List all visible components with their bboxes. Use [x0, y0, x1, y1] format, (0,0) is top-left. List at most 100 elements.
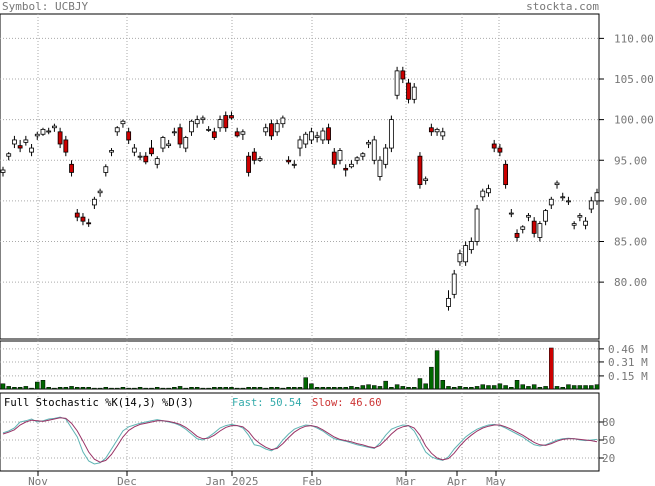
- volume-bar: [372, 385, 377, 390]
- candle-body: [143, 155, 149, 163]
- x-tick-label: Feb: [302, 475, 322, 486]
- volume-bar: [349, 386, 354, 390]
- volume-bar: [297, 387, 303, 390]
- candle-body: [371, 139, 377, 161]
- x-tick-label: Apr: [447, 475, 467, 486]
- candle: [63, 135, 69, 157]
- candle-body: [349, 163, 354, 168]
- candle-body: [171, 131, 177, 134]
- volume-bar: [57, 387, 63, 390]
- candle: [257, 156, 263, 162]
- volume-bar: [320, 387, 326, 390]
- volume-bar: [269, 387, 274, 390]
- candle: [331, 148, 337, 169]
- volume-bar: [75, 387, 80, 390]
- candle-body: [257, 158, 263, 161]
- candle-body: [246, 155, 251, 173]
- candle: [189, 119, 194, 136]
- candle: [183, 135, 189, 153]
- candle-body: [114, 127, 120, 133]
- candle-body: [491, 143, 497, 149]
- volume-bar: [154, 387, 160, 390]
- volume-bar: [389, 387, 394, 390]
- volume-bar: [343, 387, 348, 390]
- candle-body: [520, 226, 526, 230]
- volume-bar: [286, 387, 291, 390]
- candle: [131, 144, 137, 157]
- candle: [423, 176, 429, 185]
- candle-body: [366, 141, 371, 145]
- candle-body: [314, 135, 320, 138]
- volume-bar: [457, 386, 463, 390]
- candle: [206, 126, 212, 132]
- candle-body: [486, 188, 491, 194]
- candle-body: [309, 131, 314, 141]
- candle: [343, 164, 349, 177]
- candle: [514, 229, 520, 242]
- candle: [263, 123, 269, 136]
- volume-bar: [411, 387, 417, 390]
- price-tick-label: 105.00: [614, 73, 654, 86]
- candle-body: [97, 190, 103, 194]
- x-tick-label: Jan 2025: [206, 475, 259, 486]
- candle-body: [206, 128, 212, 131]
- candle-body: [46, 130, 52, 133]
- candles: [0, 66, 600, 311]
- volume-bar: [172, 387, 177, 390]
- stochastic-tick-label: 80: [602, 416, 615, 429]
- x-tick-label: Dec: [117, 475, 137, 486]
- candle-body: [137, 155, 143, 158]
- volume-bar: [183, 387, 189, 390]
- candle-body: [109, 150, 114, 153]
- volume-bar: [514, 380, 520, 390]
- candle-body: [280, 117, 286, 125]
- volume-bar: [200, 387, 206, 390]
- candle-body: [234, 131, 240, 137]
- volume-bar: [166, 387, 171, 390]
- candle: [463, 241, 469, 266]
- candle: [411, 83, 417, 104]
- candle-body: [428, 127, 434, 133]
- candle: [394, 66, 400, 100]
- volume-bar: [417, 378, 423, 390]
- candle-body: [34, 133, 40, 137]
- volume-bar: [257, 387, 263, 390]
- volume-bar: [543, 386, 548, 390]
- candle-body: [497, 147, 503, 153]
- candle: [291, 160, 297, 169]
- candle-body: [571, 223, 577, 226]
- price-panel: [0, 13, 600, 340]
- volume-bar: [46, 387, 51, 390]
- candle: [40, 127, 46, 136]
- candle: [166, 139, 172, 149]
- candle: [417, 152, 423, 189]
- candle-body: [543, 210, 548, 222]
- volume-bar: [566, 384, 571, 390]
- volume-bar: [531, 384, 537, 390]
- candle: [149, 139, 154, 157]
- volume-bar: [52, 387, 57, 390]
- candle: [571, 221, 577, 230]
- candle-body: [29, 147, 34, 153]
- candle: [217, 115, 223, 132]
- candle-body: [183, 137, 189, 149]
- candle-body: [291, 163, 297, 166]
- volume-bar: [149, 387, 154, 390]
- candle: [6, 152, 12, 161]
- candle: [554, 180, 560, 189]
- candle: [503, 160, 509, 189]
- candle: [583, 217, 588, 230]
- candle-body: [57, 131, 63, 145]
- volume-bar: [35, 381, 40, 390]
- volume-bar: [583, 385, 588, 390]
- volume-bar: [92, 387, 97, 390]
- volume-bar: [160, 387, 166, 390]
- price-tick-label: 90.00: [614, 195, 647, 208]
- candle-body: [457, 253, 463, 263]
- candle: [371, 135, 377, 165]
- candle-body: [326, 127, 331, 141]
- candle-body: [80, 216, 86, 222]
- candle-body: [446, 297, 451, 307]
- stochastic-title: Full Stochastic %K(14,3) %D(3): [4, 397, 194, 409]
